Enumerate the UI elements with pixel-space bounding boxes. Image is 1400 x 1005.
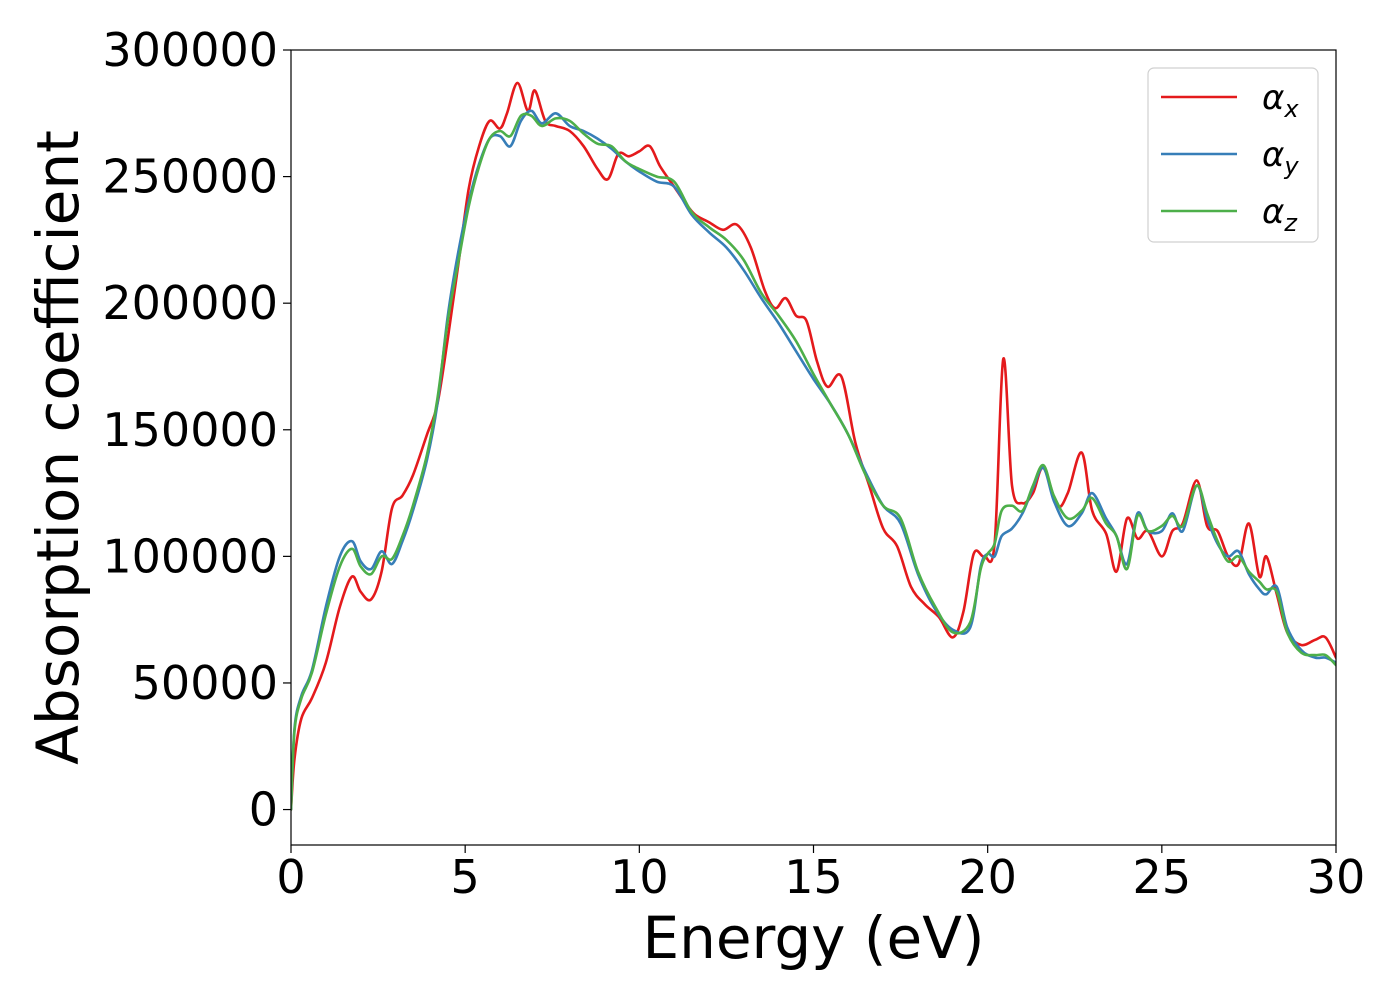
y-tick-label: 150000: [102, 403, 278, 457]
legend-subscript: y: [1283, 152, 1299, 180]
x-tick-label: 0: [276, 850, 305, 904]
y-tick-label: 200000: [102, 276, 278, 330]
series-layer: [291, 81, 1336, 811]
y-tick-label: 250000: [102, 150, 278, 204]
y-axis-label: Absorption coefficient: [24, 130, 92, 765]
y-tick-label: 300000: [102, 23, 278, 77]
x-tick-label: 20: [958, 850, 1017, 904]
x-tick-label: 5: [451, 850, 480, 904]
x-tick-label: 30: [1307, 850, 1366, 904]
legend-subscript: x: [1283, 95, 1299, 123]
y-tick-label: 100000: [102, 529, 278, 583]
x-tick-label: 15: [784, 850, 843, 904]
x-tick-label: 10: [610, 850, 669, 904]
y-axis: 0 50000 100000 150000 200000 250000 300000: [102, 23, 291, 837]
legend-label-y: αy: [1262, 135, 1299, 180]
x-axis-label: Energy (eV): [642, 904, 984, 972]
series-line-x: [291, 81, 1336, 811]
legend-label-x: αx: [1262, 78, 1299, 123]
x-axis: 0 5 10 15 20 25 30: [276, 845, 1365, 904]
legend-symbol: α: [1262, 192, 1284, 232]
legend-label-z: αz: [1262, 192, 1298, 237]
legend-symbol: α: [1262, 135, 1284, 175]
y-tick-label: 0: [249, 783, 278, 837]
y-tick-label: 50000: [132, 656, 278, 710]
series-line-z: [291, 112, 1336, 811]
x-tick-label: 25: [1133, 850, 1192, 904]
legend-subscript: z: [1283, 209, 1298, 237]
legend-symbol: α: [1262, 78, 1284, 118]
